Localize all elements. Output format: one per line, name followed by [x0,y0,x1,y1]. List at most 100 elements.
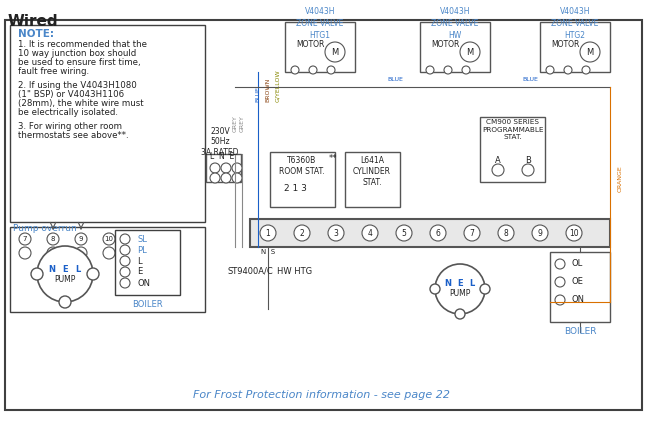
Text: 10 way junction box should: 10 way junction box should [18,49,137,58]
Circle shape [455,309,465,319]
Text: (1" BSP) or V4043H1106: (1" BSP) or V4043H1106 [18,90,124,99]
Bar [420,22,490,72]
Text: **: ** [329,154,337,163]
Text: E: E [62,265,68,274]
Circle shape [232,173,242,183]
Text: N  S: N S [261,249,275,255]
Text: L: L [137,257,142,265]
Text: 2 1 3: 2 1 3 [283,184,307,192]
Circle shape [325,42,345,62]
Circle shape [396,225,412,241]
Text: BLUE: BLUE [387,77,403,82]
Circle shape [103,233,115,245]
Text: GREY: GREY [239,115,245,132]
Circle shape [444,66,452,74]
Circle shape [462,66,470,74]
Circle shape [47,247,59,259]
Circle shape [460,42,480,62]
Text: ST9400A/C: ST9400A/C [227,267,273,276]
Text: GREY: GREY [232,115,237,132]
Circle shape [430,284,440,294]
Circle shape [362,225,378,241]
Circle shape [31,268,43,280]
Text: MOTOR: MOTOR [296,40,324,49]
Circle shape [294,225,310,241]
Circle shape [464,225,480,241]
Text: BOILER: BOILER [132,300,162,309]
Circle shape [210,163,220,173]
Circle shape [426,66,434,74]
Text: 2. If using the V4043H1080: 2. If using the V4043H1080 [18,81,137,90]
Bar [345,152,400,207]
Text: 4: 4 [367,228,373,238]
Text: For Frost Protection information - see page 22: For Frost Protection information - see p… [193,390,450,400]
Bar [540,22,610,72]
Circle shape [327,66,335,74]
Text: E: E [457,279,463,289]
Text: BLUE: BLUE [256,86,261,102]
Circle shape [120,278,130,288]
Text: MOTOR: MOTOR [551,40,579,49]
Text: MOTOR: MOTOR [431,40,459,49]
Text: be used to ensure first time,: be used to ensure first time, [18,58,140,67]
Bar [270,152,335,207]
Text: SL: SL [137,235,147,243]
Text: OE: OE [572,278,584,287]
Circle shape [87,268,99,280]
Bar [285,22,355,72]
Text: fault free wiring.: fault free wiring. [18,67,89,76]
Text: 9: 9 [538,228,542,238]
Text: M: M [586,48,594,57]
Text: ON: ON [137,279,150,287]
Text: (28mm), the white wire must: (28mm), the white wire must [18,99,144,108]
Text: G/YELLOW: G/YELLOW [276,69,281,102]
Circle shape [120,267,130,277]
Text: 8: 8 [50,236,55,242]
Text: 10: 10 [569,228,579,238]
Text: E: E [137,268,142,276]
Text: 2: 2 [300,228,304,238]
Text: M: M [331,48,338,57]
Circle shape [120,245,130,255]
Text: ORANGE: ORANGE [617,165,622,192]
Text: B: B [525,155,531,165]
Text: Wired: Wired [8,14,59,29]
Text: BOILER: BOILER [564,327,597,336]
Circle shape [546,66,554,74]
Text: 9: 9 [79,236,83,242]
Circle shape [564,66,572,74]
Circle shape [120,256,130,266]
Circle shape [47,233,59,245]
Circle shape [555,295,565,305]
Circle shape [19,233,31,245]
Circle shape [309,66,317,74]
Text: PL: PL [137,246,147,254]
Circle shape [435,264,485,314]
Text: V4043H
ZONE VALVE
HTG1: V4043H ZONE VALVE HTG1 [296,7,344,40]
Text: N: N [444,279,452,289]
Circle shape [37,246,93,302]
Text: OL: OL [572,260,583,268]
Text: 7: 7 [23,236,27,242]
Text: PUMP: PUMP [54,276,76,284]
Text: thermostats see above**.: thermostats see above**. [18,131,129,140]
Bar [550,252,610,322]
Circle shape [480,284,490,294]
Circle shape [221,173,231,183]
Text: NOTE:: NOTE: [18,29,54,39]
Text: L: L [469,279,475,289]
Text: CM900 SERIES
PROGRAMMABLE
STAT.: CM900 SERIES PROGRAMMABLE STAT. [482,119,543,140]
Circle shape [232,163,242,173]
Text: 6: 6 [435,228,441,238]
Bar [115,230,180,295]
Circle shape [532,225,548,241]
Text: 8: 8 [503,228,509,238]
Text: HW HTG: HW HTG [278,267,313,276]
Text: 7: 7 [470,228,474,238]
Bar [10,25,205,222]
Circle shape [492,164,504,176]
Text: T6360B
ROOM STAT.: T6360B ROOM STAT. [280,156,325,176]
Text: be electrically isolated.: be electrically isolated. [18,108,118,117]
Bar [480,117,545,182]
Circle shape [120,234,130,244]
